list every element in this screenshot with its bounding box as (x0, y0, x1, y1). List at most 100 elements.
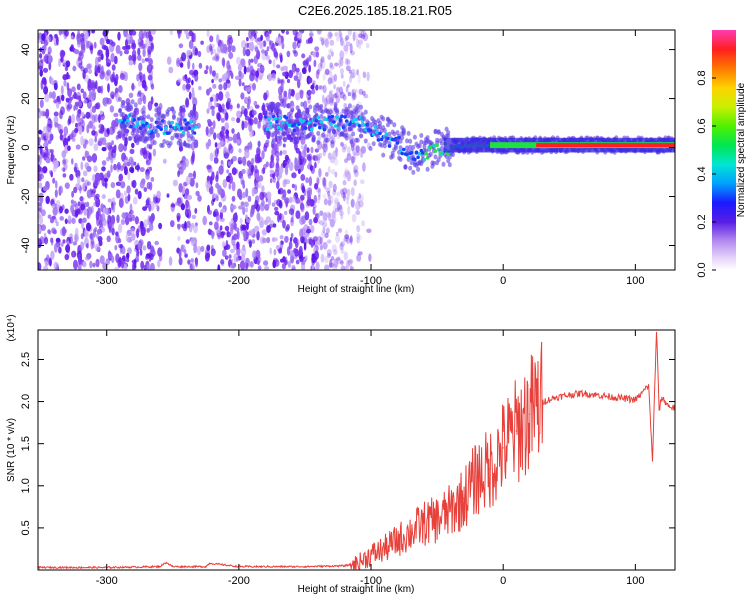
spectrogram-noise-cell (147, 100, 153, 111)
spectrogram-noise-cell (328, 262, 335, 268)
spectrogram-noise-cell (334, 199, 339, 207)
spectrogram-noise-cell (80, 88, 84, 94)
spectrogram-noise-cell (71, 158, 74, 165)
spectrogram-ridge-halo (352, 122, 357, 128)
spectrogram-noise-cell (223, 146, 228, 154)
spectrogram-noise-cell (334, 62, 339, 67)
spectrogram-noise-cell (288, 88, 292, 94)
spectrogram-ridge-core (318, 125, 322, 130)
spectrogram-noise-cell (301, 53, 306, 59)
spectrogram-noise-cell (261, 237, 268, 244)
spectrogram-noise-cell (147, 74, 153, 81)
spectrogram-ridge-halo (378, 124, 382, 130)
spectrogram-noise-cell (306, 147, 310, 153)
spectrogram-noise-cell (205, 65, 209, 71)
spectrogram-noise-cell (47, 214, 52, 219)
spectrogram-noise-cell (275, 36, 280, 44)
spectrogram-noise-cell (329, 195, 334, 204)
spectrogram-noise-cell (268, 39, 272, 46)
spectrogram-ridge-halo (270, 132, 275, 138)
spectrogram-ridge-halo (154, 107, 159, 113)
spectrogram-noise-cell (96, 228, 103, 235)
spectrogram-noise-cell (137, 37, 143, 47)
spectrogram-noise-cell (186, 49, 192, 56)
spectrogram-ridge-halo (355, 137, 360, 143)
spectrogram-noise-cell (327, 199, 333, 206)
spectrogram-noise-cell (209, 96, 214, 102)
spectrogram-ridge-halo (444, 154, 449, 159)
spectrogram-noise-cell (60, 94, 65, 102)
spectrogram-noise-cell (71, 217, 76, 224)
spectrogram-noise-cell (80, 233, 84, 240)
spectrogram-noise-cell (341, 40, 346, 47)
spectrogram-noise-cell (149, 246, 155, 254)
spectrogram-noise-cell (282, 149, 287, 155)
spectrogram-noise-cell (126, 185, 131, 194)
spectrogram-noise-cell (51, 91, 56, 100)
spectrogram-noise-cell (218, 83, 223, 91)
spectrogram-noise-cell (102, 262, 108, 270)
spectrogram-noise-cell (197, 195, 202, 202)
spectrogram-noise-cell (143, 264, 147, 270)
spectrogram-noise-cell (368, 253, 372, 262)
spectrogram-ridge-core (265, 127, 270, 131)
spectrogram-noise-cell (190, 237, 196, 247)
spectrogram-noise-cell (347, 83, 350, 88)
spectrogram-noise-cell (339, 50, 345, 60)
spectrogram-noise-cell (338, 30, 342, 38)
spectrogram-noise-cell (121, 212, 127, 220)
spectrogram-noise-cell (224, 225, 230, 231)
spectrogram-ridge-halo (349, 139, 354, 145)
snr-point (581, 392, 584, 394)
spectrogram-noise-cell (362, 71, 367, 79)
spectrogram-noise-cell (86, 124, 90, 134)
spectrogram-noise-cell (111, 94, 114, 100)
spectrogram-noise-cell (62, 167, 66, 173)
spectrogram-noise-cell (339, 37, 344, 46)
spectrogram-noise-cell (116, 161, 121, 171)
spectrogram-noise-cell (339, 205, 343, 213)
spectrogram-ridge-core (291, 124, 295, 128)
spectrogram-noise-cell (217, 264, 221, 270)
spectrogram-noise-cell (38, 171, 41, 182)
spectrogram-noise-cell (59, 206, 63, 214)
spectrogram-noise-cell (44, 93, 50, 103)
spectrogram-noise-cell (70, 35, 74, 40)
spectrogram-noise-cell (333, 84, 337, 90)
snr-point (489, 468, 491, 470)
spectrogram-noise-cell (146, 154, 149, 164)
snr-point (651, 459, 654, 462)
spectrogram-noise-cell (101, 166, 106, 172)
spectrogram-noise-cell (225, 91, 230, 99)
spectrogram-noise-cell (228, 65, 232, 73)
spectrogram-ridge-halo (347, 103, 352, 109)
spectrogram-noise-cell (236, 117, 241, 124)
spectrogram-noise-cell (47, 46, 52, 55)
spectrogram-ridge-halo (408, 165, 413, 171)
snr-y-tick-label: 1.5 (20, 436, 32, 451)
spectrogram-noise-cell (323, 36, 329, 46)
spectrogram-noise-cell (333, 158, 339, 166)
spectrogram-noise-cell (347, 30, 352, 36)
spectrogram-noise-cell (88, 138, 94, 147)
spectrogram-noise-cell (102, 207, 106, 214)
spectrogram-noise-cell (80, 32, 85, 38)
spectrogram-noise-cell (111, 197, 115, 202)
spectrogram-noise-cell (109, 126, 115, 135)
spectrogram-ridge-halo (435, 137, 440, 143)
spectrogram-noise-cell (341, 146, 347, 153)
spectrogram-noise-cell (349, 72, 355, 79)
spectrogram-noise-cell (312, 155, 316, 161)
spectrogram-noise-cell (334, 32, 339, 37)
spectrogram-noise-cell (106, 127, 110, 135)
spectrogram-noise-cell (343, 237, 349, 242)
spectrogram-noise-cell (338, 58, 342, 69)
spectrogram-noise-cell (254, 165, 258, 174)
spectrogram-ridge-halo (346, 109, 351, 115)
spectrogram-noise-cell (315, 51, 320, 58)
spectrogram-noise-cell (308, 54, 312, 62)
spectrogram-noise-cell (142, 245, 147, 251)
spectrogram-noise-cell (39, 166, 42, 172)
spectrogram-noise-cell (46, 36, 51, 43)
spectrogram-noise-cell (54, 189, 58, 198)
